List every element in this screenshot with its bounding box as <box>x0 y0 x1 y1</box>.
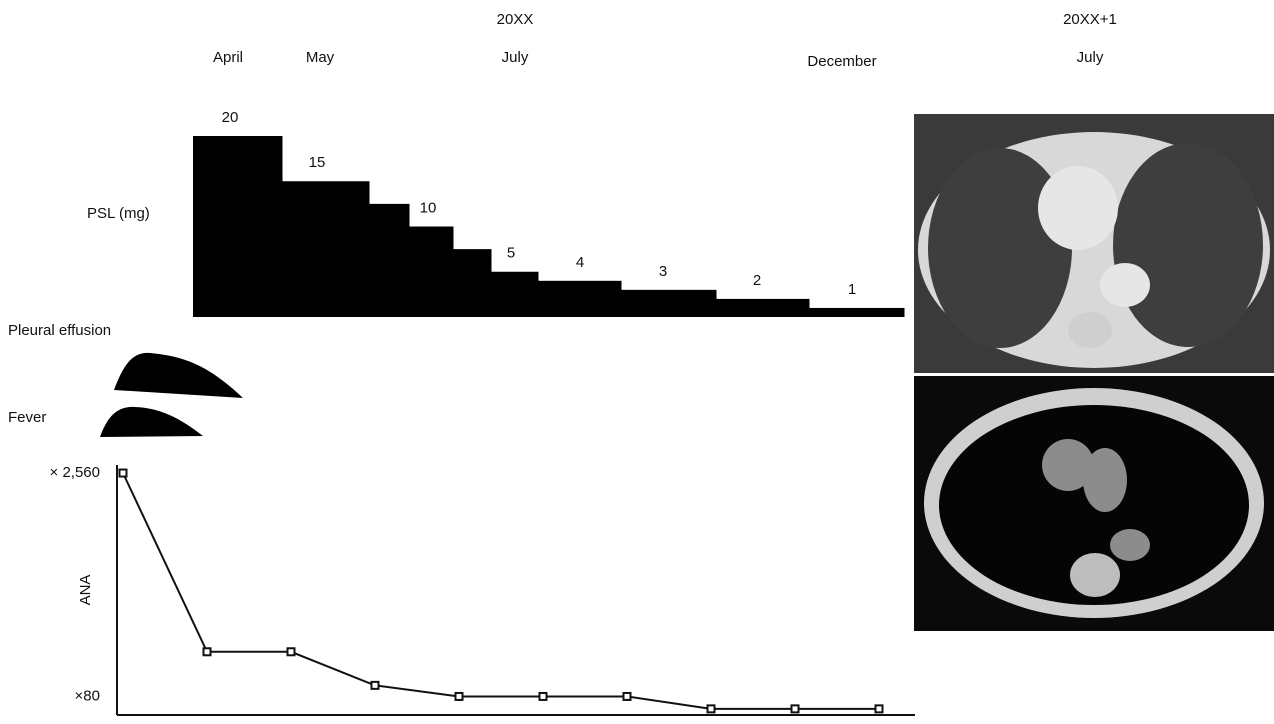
month-label: July <box>502 49 529 66</box>
event-label: Pleural effusion <box>8 322 111 339</box>
dose-step <box>409 227 454 318</box>
event-label: Fever <box>8 409 46 426</box>
dose-label: 20 <box>222 109 239 126</box>
dose-label: 2 <box>753 272 761 289</box>
dose-step <box>453 249 492 317</box>
axis-title: ANA <box>77 575 94 606</box>
ct-image-lung <box>914 114 1274 373</box>
fever-shape <box>100 407 203 437</box>
clinical-course-figure: 20XX 20XX+1 April May July December July… <box>0 0 1274 724</box>
dose-step <box>369 204 410 317</box>
year-label: 20XX+1 <box>1063 11 1117 28</box>
ana-marker <box>372 682 379 689</box>
ana-marker <box>288 648 295 655</box>
dose-label: 1 <box>848 281 856 298</box>
ana-marker <box>120 470 127 477</box>
dose-step <box>282 181 370 317</box>
ana-marker <box>624 693 631 700</box>
month-label: July <box>1077 49 1104 66</box>
axis-title: PSL (mg) <box>87 205 150 222</box>
month-label: December <box>807 53 876 70</box>
month-label: May <box>306 49 335 66</box>
ana-marker <box>708 705 715 712</box>
ana-marker <box>876 705 883 712</box>
ana-marker <box>540 693 547 700</box>
dose-step <box>538 281 622 317</box>
effusion-shape <box>114 353 243 398</box>
year-label: 20XX <box>497 11 534 28</box>
ana-line <box>123 473 879 709</box>
dose-step <box>809 308 905 317</box>
dose-step <box>491 272 539 317</box>
month-label: April <box>213 49 243 66</box>
dose-label: 5 <box>507 245 515 262</box>
dose-label: 10 <box>420 199 437 216</box>
dose-label: 3 <box>659 263 667 280</box>
dose-step <box>716 299 810 317</box>
dose-label: 4 <box>576 254 584 271</box>
y-tick-label: × 2,560 <box>50 464 100 481</box>
ana-marker <box>204 648 211 655</box>
ct-image-mediastinum <box>914 376 1274 631</box>
ana-marker <box>792 705 799 712</box>
y-tick-label: ×80 <box>75 687 100 704</box>
dose-step <box>621 290 717 317</box>
dose-step <box>193 136 283 317</box>
ana-marker <box>456 693 463 700</box>
dose-label: 15 <box>309 154 326 171</box>
